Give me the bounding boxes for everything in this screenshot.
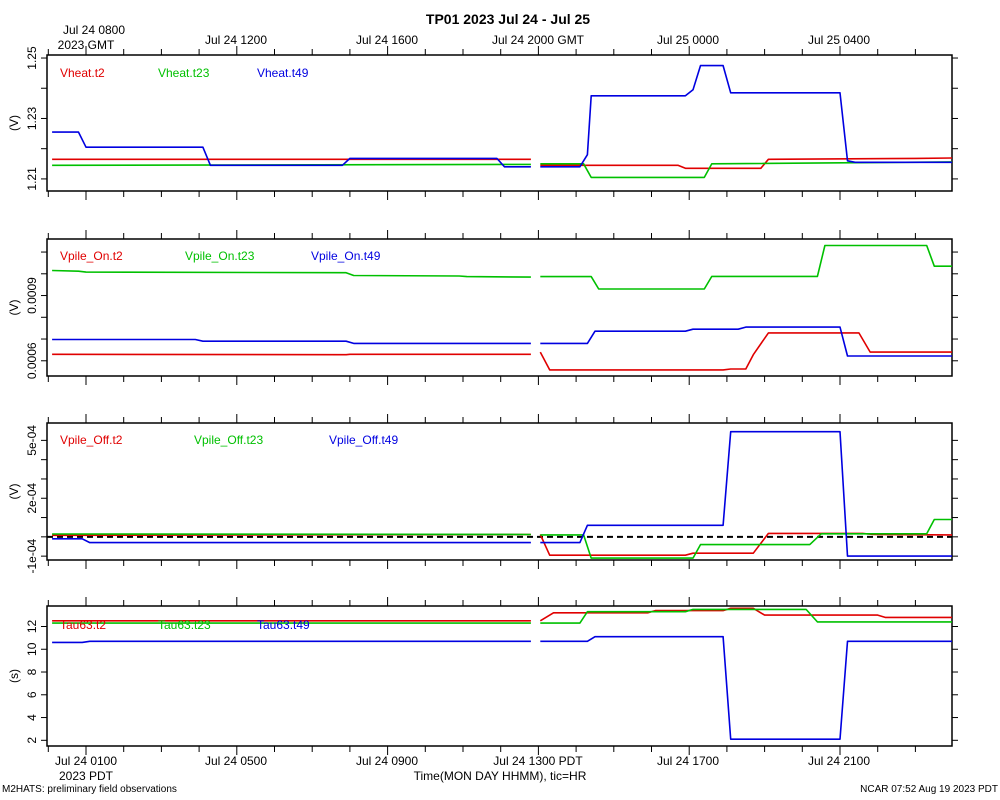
panel-vpile-off: -1e-04 2e-04 5e-04 (V) Vpile_Off.t2 Vpile_Off… (7, 414, 958, 573)
bottom-axis-label-2100: Jul 24 2100 (808, 754, 870, 768)
y-axis-title: (V) (7, 484, 21, 500)
series-line-vpile-on-t23 (540, 244, 952, 290)
legend-entry: Vheat.t49 (257, 66, 309, 80)
legend-entry: Vpile_On.t2 (60, 249, 123, 263)
series-line-vpile-off-t23 (540, 518, 952, 559)
series-line-vpile-on-t49 (540, 326, 952, 357)
legend-entry: Vpile_Off.t23 (194, 433, 263, 447)
bottom-axis-label-1700: Jul 24 1700 (657, 754, 719, 768)
y-tick-label: 1.23 (25, 106, 39, 130)
bottom-axis-label-0100: Jul 24 0100 (55, 754, 117, 768)
legend-entry: Vpile_Off.t49 (329, 433, 398, 447)
plot-frame (46, 605, 953, 747)
panel-tau63: 2 4 6 8 10 12 (s) Tau63.t2 Tau63.t23 Tau63.t49 (7, 597, 958, 755)
panel-vpile-on: 0.0006 0.0009 (V) Vpile_On.t2 Vpile_On.t23 Vp… (7, 230, 958, 385)
series-line-tau63-t23 (540, 608, 952, 624)
series-line-vheat-t23 (540, 161, 952, 179)
y-tick-label: 5e-04 (25, 425, 39, 456)
top-time-axis-labels: Jul 24 0800 2023 GMT Jul 24 1200 Jul 24 … (58, 23, 871, 52)
bottom-axis-label-0900: Jul 24 0900 (356, 754, 418, 768)
series-line-vpile-on-t49 (52, 338, 531, 345)
top-axis-label-2000: Jul 24 2000 GMT (492, 33, 585, 47)
y-tick-label: -1e-04 (25, 538, 39, 573)
y-tick-label: 6 (25, 691, 39, 698)
y-axis-title: (s) (7, 669, 21, 683)
series-line-vpile-on-t2 (539, 332, 952, 371)
top-axis-first-label: Jul 24 0800 (63, 23, 125, 37)
series-line-vpile-off-t49 (52, 538, 531, 544)
panel-vheat: 1.21 1.23 1.25 (V) Vheat.t2 Vheat.t23 Vheat.t4… (7, 46, 958, 200)
bottom-axis-sublabel: 2023 PDT (59, 769, 114, 783)
bottom-axis-label-0500: Jul 24 0500 (205, 754, 267, 768)
series-line-vheat-t49 (540, 64, 952, 168)
series-line-vpile-off-t49 (540, 430, 952, 557)
series-line-vpile-on-t23 (52, 269, 531, 278)
top-axis-label-0000: Jul 25 0000 (657, 33, 719, 47)
top-axis-label-1200: Jul 24 1200 (205, 33, 267, 47)
legend-entry: Vpile_Off.t2 (60, 433, 123, 447)
y-tick-label: 12 (25, 619, 39, 633)
x-axis-title: Time(MON DAY HHMM), tic=HR (414, 769, 587, 783)
series-line-tau63-t2 (539, 607, 952, 622)
y-tick-label: 1.21 (25, 167, 39, 191)
y-tick-label: 2 (25, 737, 39, 744)
y-tick-label: 1.25 (25, 46, 39, 70)
y-tick-label: 0.0006 (25, 342, 39, 379)
legend-entry: Tau63.t49 (257, 618, 310, 632)
legend-entry: Tau63.t23 (158, 618, 211, 632)
series-line-vpile-off-t23 (52, 533, 531, 536)
series-line-vheat-t49 (52, 131, 531, 168)
y-tick-label: 8 (25, 668, 39, 675)
series-line-vheat-t2 (540, 157, 952, 170)
top-axis-first-sublabel: 2023 GMT (58, 38, 115, 52)
legend-entry: Vpile_On.t49 (311, 249, 381, 263)
bottom-time-axis-labels: Jul 24 0100 Jul 24 0500 Jul 24 0900 Jul … (55, 754, 870, 783)
plot-frame (46, 238, 953, 377)
series-line-tau63-t49 (52, 640, 531, 644)
legend-entry: Vheat.t2 (60, 66, 105, 80)
y-tick-label: 0.0009 (25, 277, 39, 314)
y-tick-label: 2e-04 (25, 483, 39, 514)
series-line-tau63-t49 (540, 635, 952, 740)
legend-entry: Vpile_On.t23 (185, 249, 255, 263)
top-axis-label-0400: Jul 25 0400 (808, 33, 870, 47)
legend-entry: Vheat.t23 (158, 66, 210, 80)
legend-entry: Tau63.t2 (60, 618, 106, 632)
chart-title: TP01 2023 Jul 24 - Jul 25 (426, 11, 590, 27)
plot-frame (46, 422, 953, 561)
footer-right: NCAR 07:52 Aug 19 2023 PDT (860, 784, 998, 795)
footer-left: M2HATS: preliminary field observations (2, 784, 177, 795)
bottom-axis-label-1300: Jul 24 1300 PDT (493, 754, 583, 768)
y-tick-label: 4 (25, 714, 39, 721)
y-axis-title: (V) (7, 300, 21, 316)
top-axis-label-1600: Jul 24 1600 (356, 33, 418, 47)
plot-frame (46, 54, 953, 192)
y-tick-label: 10 (25, 642, 39, 656)
y-axis-title: (V) (7, 115, 21, 131)
